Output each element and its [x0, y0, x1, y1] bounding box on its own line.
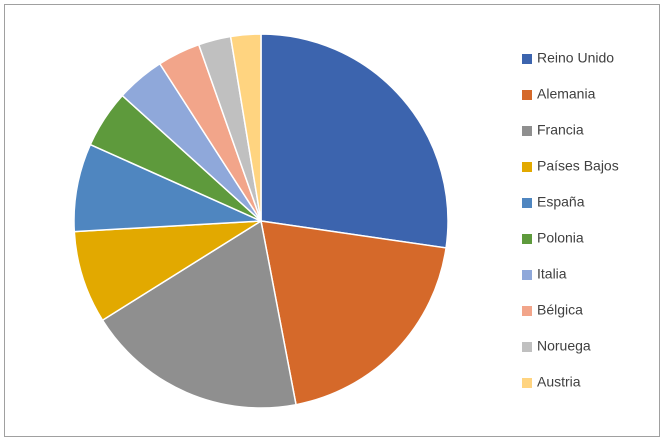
pie-slice: [101, 219, 297, 409]
legend-swatch: [522, 306, 532, 316]
legend-swatch: [522, 54, 532, 64]
pie-slice: [260, 33, 449, 249]
pie-slice: [73, 220, 262, 322]
legend-swatch: [522, 90, 532, 100]
legend-label: España: [537, 194, 585, 210]
legend-swatch: [522, 270, 532, 280]
pie-slice: [260, 220, 447, 406]
legend-label: Polonia: [537, 230, 584, 246]
legend-label: Austria: [537, 374, 581, 390]
legend-label: Reino Unido: [537, 50, 614, 66]
legend-swatch: [522, 234, 532, 244]
legend-label: Alemania: [537, 86, 596, 102]
legend-swatch: [522, 378, 532, 388]
legend-swatch: [522, 126, 532, 136]
pie-slice: [229, 33, 262, 222]
legend-swatch: [522, 342, 532, 352]
legend-label: Bélgica: [537, 302, 583, 318]
legend-label: Noruega: [537, 338, 591, 354]
legend-swatch: [522, 162, 532, 172]
legend-label: Italia: [537, 266, 567, 282]
legend-swatch: [522, 198, 532, 208]
legend-label: Francia: [537, 122, 584, 138]
legend-label: Países Bajos: [537, 158, 619, 174]
